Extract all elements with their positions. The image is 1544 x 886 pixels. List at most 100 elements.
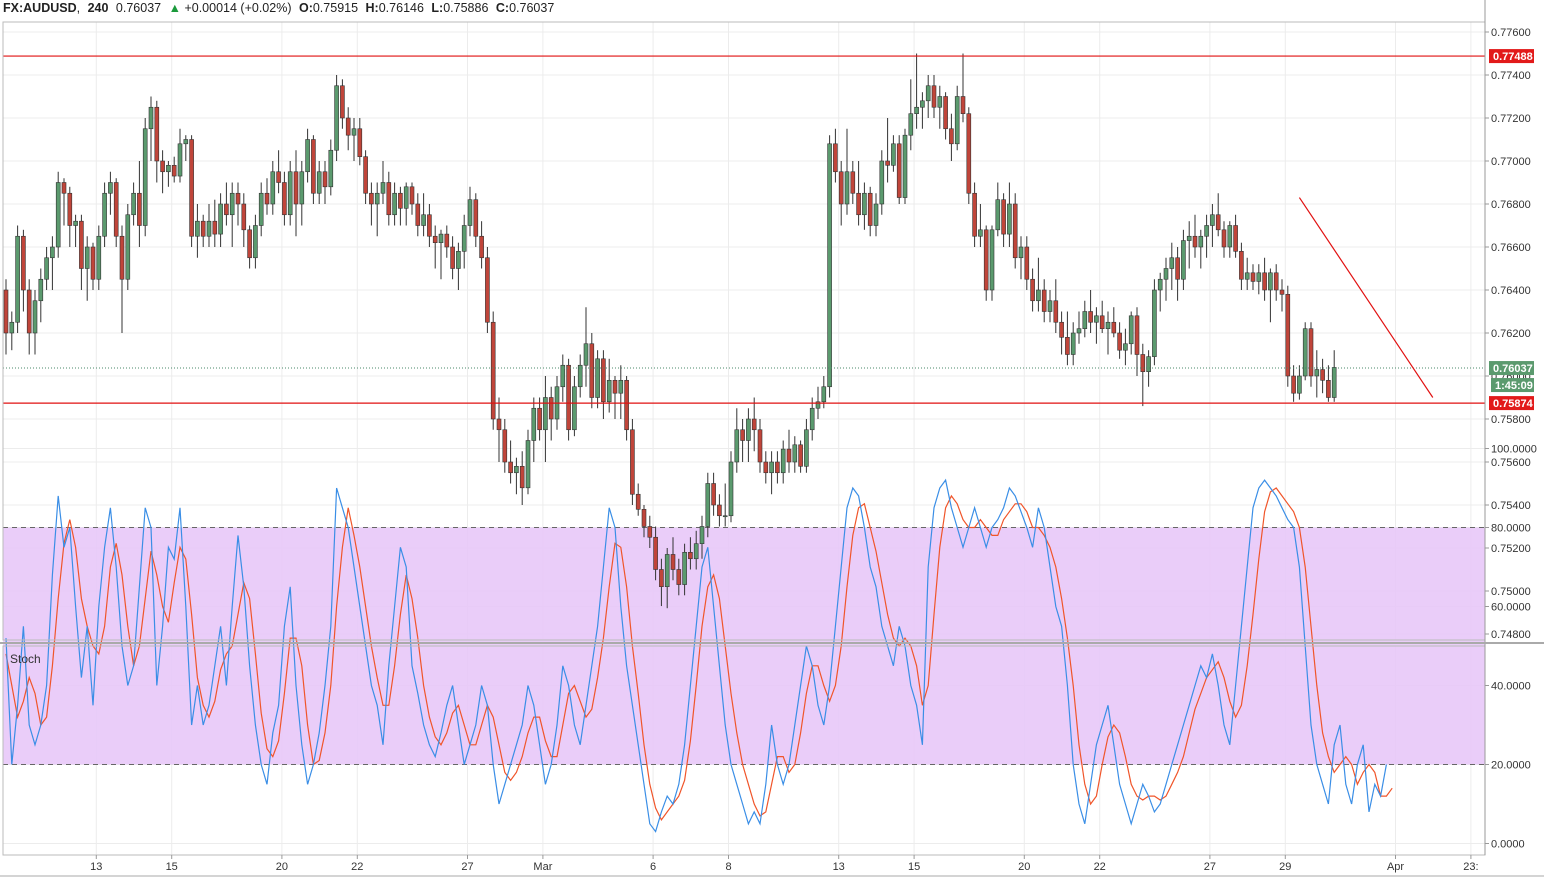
candle-body [850,171,856,194]
candle-body [572,386,577,431]
candle-up [682,543,687,596]
candle-down [740,419,745,462]
candle-body [763,461,769,474]
open-value: 0.75915 [312,1,359,15]
candle-up [1007,182,1012,247]
candle-down [786,429,792,473]
candle-body [543,397,548,431]
candle-body [1192,235,1198,248]
candle-body [746,418,751,441]
candle-down [345,107,351,151]
candle-body [21,235,26,291]
last-price-text: 0.76037 [115,1,162,15]
price-tick-label: 0.75000 [1491,586,1531,598]
candle-down [711,472,716,516]
candle-body [9,321,15,334]
candle-body [734,429,740,463]
candle-down [612,376,618,419]
candle-up [746,408,751,462]
candle-body [79,220,84,269]
candle-down [427,204,432,247]
stoch-tick-label: 0.0000 [1491,839,1525,851]
candle-body [456,251,461,269]
candle-body [1285,293,1291,377]
candle-body [392,192,397,216]
candle-body [374,192,380,205]
candle-down [1111,307,1117,338]
symbol-name[interactable]: FX:AUDUSD [3,1,77,15]
candle-body [873,203,879,226]
candle-body [902,134,908,198]
candle-down [200,214,206,247]
candle-body [519,465,525,489]
candle-up [456,242,461,290]
candle-body [1256,272,1262,282]
price-tick-label: 0.77400 [1491,70,1531,82]
candle-body [751,418,757,431]
candle-body [682,551,687,585]
candle-down [363,150,368,204]
candle-up [32,290,38,355]
candle-body [1053,300,1059,323]
candle-body [1117,332,1122,351]
time-tick-label: 22 [1094,861,1106,873]
candle-down [856,161,861,226]
candle-body [705,483,711,527]
time-tick-label: 27 [461,861,473,873]
candle-body [896,143,902,198]
candle-body [740,429,745,441]
candle-up [229,182,235,247]
candle-down [247,225,252,269]
time-tick-label: Mar [533,861,552,873]
price-axis[interactable]: 0.77600 0.77400 0.77200 0.77000 0.76800 0.766… [1485,27,1531,641]
time-axis[interactable]: 13 15 20 22 27 Mar 6 8 13 15 20 22 27 29 Apr 23: [90,855,1479,873]
candle-body [1146,356,1151,372]
upper-level-price-label [1489,49,1534,64]
candle-down [1065,311,1070,366]
candle-body [722,515,728,518]
candle-body [200,220,206,237]
candle-body [502,429,508,463]
candle-body [786,448,792,463]
candle-down [67,186,73,247]
candle-down [1099,300,1105,333]
candle-body [473,199,479,237]
candle-down [160,150,165,194]
lower-level-price-text: 0.75874 [1493,398,1534,410]
candle-up [467,186,473,237]
candle-down [688,537,693,570]
candle-body [780,448,786,474]
candle-body [403,186,409,209]
candle-down [386,171,392,226]
descending-trendline[interactable] [1298,197,1434,398]
candle-down [1012,193,1018,269]
candle-up [1105,311,1111,355]
stoch-axis[interactable]: 100.0000 80.0000 60.0000 40.0000 20.0000 0.00… [1485,444,1537,851]
lower-level-price-label [1489,396,1534,411]
candle-body [664,554,670,588]
candle-body [142,128,148,226]
candle-body [606,379,612,403]
candle-up [1123,328,1128,366]
low-value: 0.75886 [443,1,489,15]
candle-down [838,161,844,226]
candle-body [1082,311,1088,330]
candle-body [1320,369,1325,381]
interval-label[interactable]: 240 [87,1,109,15]
candle-body [838,171,844,205]
candle-body [479,235,484,259]
candle-down [896,135,902,204]
candle-up [177,128,183,183]
candle-down [1221,221,1227,258]
candle-up [142,118,148,237]
time-tick-label: 15 [908,861,920,873]
candle-body [1001,199,1006,235]
candle-body [914,106,919,114]
candle-down [1262,257,1267,301]
time-tick-label: 20 [276,861,288,873]
symbol-header: FX:AUDUSD, 240 0.76037 ▲ +0.00014 (+0.02… [3,1,559,17]
candle-up [1331,350,1337,402]
candle-body [1152,289,1157,357]
